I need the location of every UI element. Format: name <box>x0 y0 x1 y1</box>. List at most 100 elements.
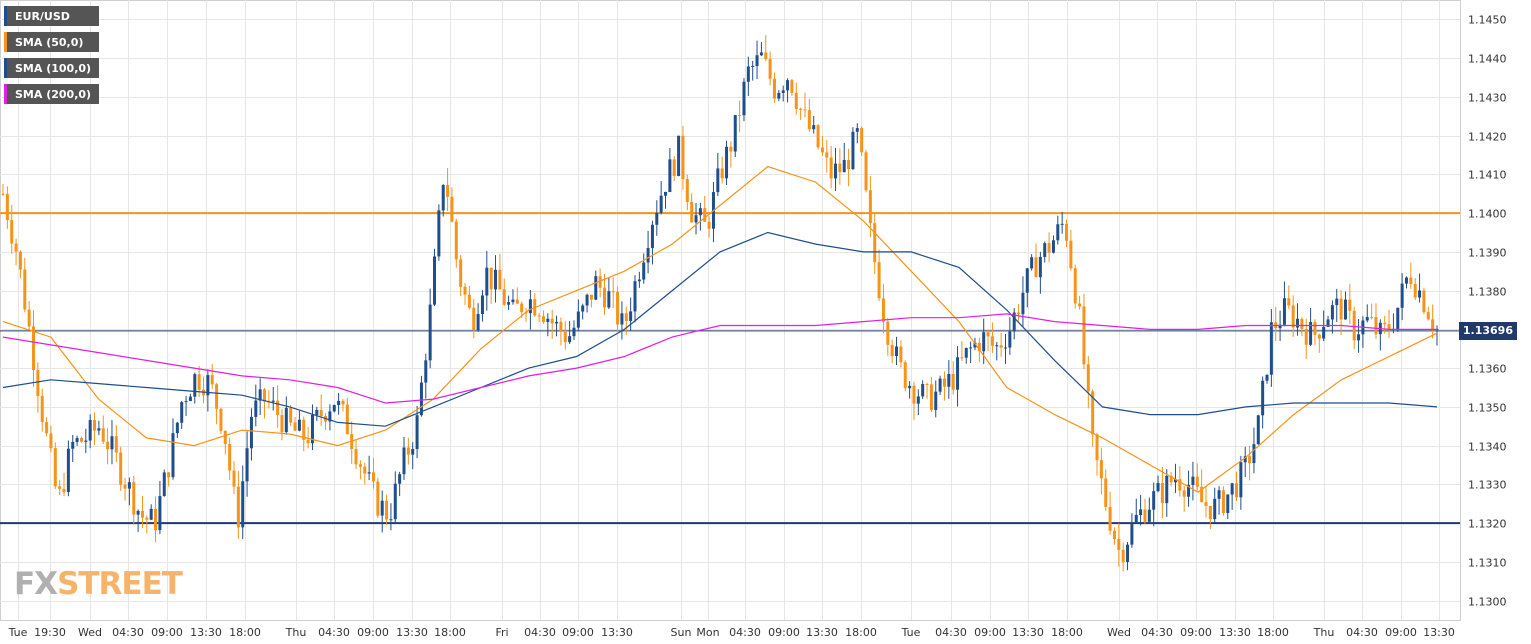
y-tick-label: 1.1400 <box>1468 208 1507 221</box>
legend-item-sma100[interactable]: SMA (100,0) <box>4 58 100 78</box>
candle-body <box>337 400 341 406</box>
candle-body <box>925 384 929 386</box>
legend-label: SMA (50,0) <box>15 35 84 49</box>
candle-body <box>598 276 602 288</box>
candle-body <box>228 444 232 471</box>
candle-body <box>223 430 227 445</box>
candle-body <box>969 347 973 349</box>
candle-body <box>1300 318 1304 329</box>
candle-body <box>332 405 336 412</box>
y-tick-label: 1.1380 <box>1468 286 1507 299</box>
candle-body <box>411 448 415 455</box>
candle-body <box>1370 317 1374 319</box>
candle-body <box>908 385 912 389</box>
candle-body <box>489 267 493 290</box>
legend-item-eurusd[interactable]: EUR/USD <box>4 6 100 26</box>
candle-body <box>1261 380 1265 416</box>
sma-200-line <box>2 313 1437 404</box>
candle-body <box>829 157 833 179</box>
candle-body <box>1082 306 1086 365</box>
candle-body <box>389 519 393 521</box>
candle-body <box>45 422 49 434</box>
candle-body <box>5 194 9 221</box>
candle-body <box>193 374 197 397</box>
candle-body <box>1112 530 1116 540</box>
candle-body <box>498 269 502 290</box>
candle-body <box>236 486 240 528</box>
candle-body <box>302 419 306 440</box>
legend-label: SMA (200,0) <box>15 87 92 101</box>
candle-body <box>1191 476 1195 485</box>
candle-body <box>79 437 83 442</box>
legend-item-sma50[interactable]: SMA (50,0) <box>4 32 100 52</box>
candle-body <box>271 400 275 402</box>
candle-body <box>786 80 790 91</box>
candle-body <box>101 428 105 442</box>
candle-body <box>1147 509 1151 522</box>
candle-body <box>1243 456 1247 463</box>
candle-body <box>899 346 903 363</box>
candle-body <box>341 400 345 405</box>
candle-body <box>1339 298 1343 320</box>
candle-body <box>1348 299 1352 311</box>
candle-body <box>1078 303 1082 307</box>
logo-part-fx: FX <box>14 566 58 602</box>
candle-body <box>245 448 249 482</box>
candle-body <box>790 80 794 93</box>
candle-body <box>1383 322 1387 325</box>
candle-body <box>1095 434 1099 461</box>
x-tick-label: 18:00 <box>1257 626 1289 639</box>
moving-averages <box>2 165 1438 493</box>
candle-body <box>345 404 349 435</box>
candle-body <box>1365 317 1369 321</box>
candle-body <box>1047 243 1051 253</box>
candle-body <box>1374 317 1378 335</box>
candle-body <box>1038 256 1042 278</box>
candle-body <box>136 510 140 515</box>
candle-body <box>1230 483 1234 495</box>
x-tick-label: Wed <box>78 626 102 639</box>
candle-body <box>929 384 933 410</box>
candle-body <box>581 305 585 312</box>
candle-body <box>751 65 755 67</box>
y-tick-label: 1.1350 <box>1468 402 1507 415</box>
candle-body <box>463 286 467 295</box>
candle-body <box>428 304 432 361</box>
candle-body <box>75 437 79 442</box>
candle-body <box>720 168 724 179</box>
x-tick-label: 09:00 <box>151 626 183 639</box>
candle-body <box>1073 268 1077 304</box>
candle-body <box>777 92 781 99</box>
y-tick-label: 1.1300 <box>1468 596 1507 609</box>
candle-body <box>934 391 938 410</box>
legend-item-sma200[interactable]: SMA (200,0) <box>4 84 100 104</box>
legend-swatch <box>4 84 7 104</box>
candle-body <box>1248 456 1252 464</box>
candle-body <box>1343 299 1347 320</box>
y-tick-label: 1.1330 <box>1468 479 1507 492</box>
candle-body <box>472 307 476 331</box>
candle-body <box>402 447 406 475</box>
candle-body <box>528 299 532 314</box>
candle-body <box>358 464 362 467</box>
candle-body <box>1195 476 1199 487</box>
candle-body <box>1431 319 1435 330</box>
candle-body <box>197 374 201 390</box>
candle-body <box>847 159 851 170</box>
candle-body <box>415 415 419 449</box>
candle-body <box>88 420 92 441</box>
candle-body <box>511 299 515 303</box>
candle-body <box>114 436 118 453</box>
candle-body <box>895 346 899 357</box>
candle-body <box>1091 391 1095 435</box>
candle-body <box>550 318 554 324</box>
candle-body <box>1400 283 1404 308</box>
candle-body <box>563 331 567 343</box>
candle-body <box>93 420 97 431</box>
x-tick-label: Fri <box>495 626 508 639</box>
candle-body <box>254 400 258 417</box>
candle-body <box>694 215 698 223</box>
x-tick-label: Mon <box>696 626 719 639</box>
candle-body <box>1156 483 1160 492</box>
